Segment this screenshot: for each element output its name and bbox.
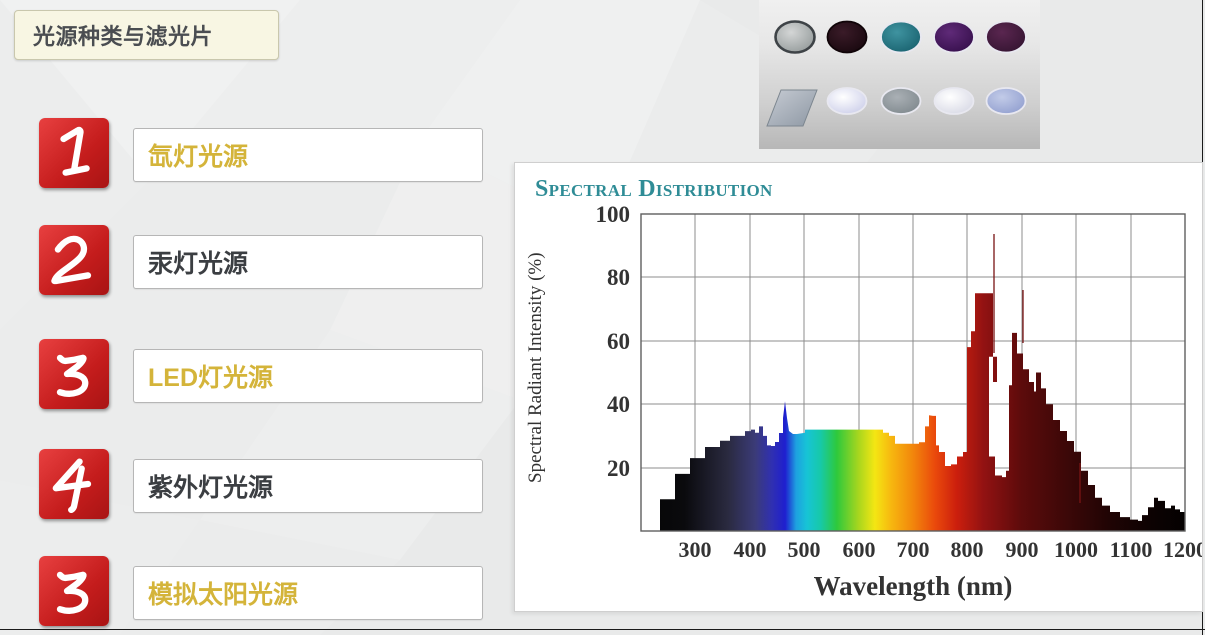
- svg-text:100: 100: [596, 202, 631, 227]
- svg-text:80: 80: [607, 265, 630, 290]
- svg-text:1200: 1200: [1163, 537, 1203, 562]
- svg-text:700: 700: [897, 537, 930, 562]
- svg-text:1100: 1100: [1110, 537, 1153, 562]
- svg-text:60: 60: [607, 329, 630, 354]
- svg-text:800: 800: [951, 537, 984, 562]
- svg-text:400: 400: [734, 537, 767, 562]
- svg-text:40: 40: [607, 392, 630, 417]
- svg-text:20: 20: [607, 456, 630, 481]
- svg-text:1000: 1000: [1054, 537, 1098, 562]
- svg-text:900: 900: [1006, 537, 1039, 562]
- svg-text:500: 500: [788, 537, 821, 562]
- svg-text:Wavelength (nm): Wavelength (nm): [814, 571, 1013, 601]
- svg-text:600: 600: [843, 537, 876, 562]
- svg-text:300: 300: [679, 537, 712, 562]
